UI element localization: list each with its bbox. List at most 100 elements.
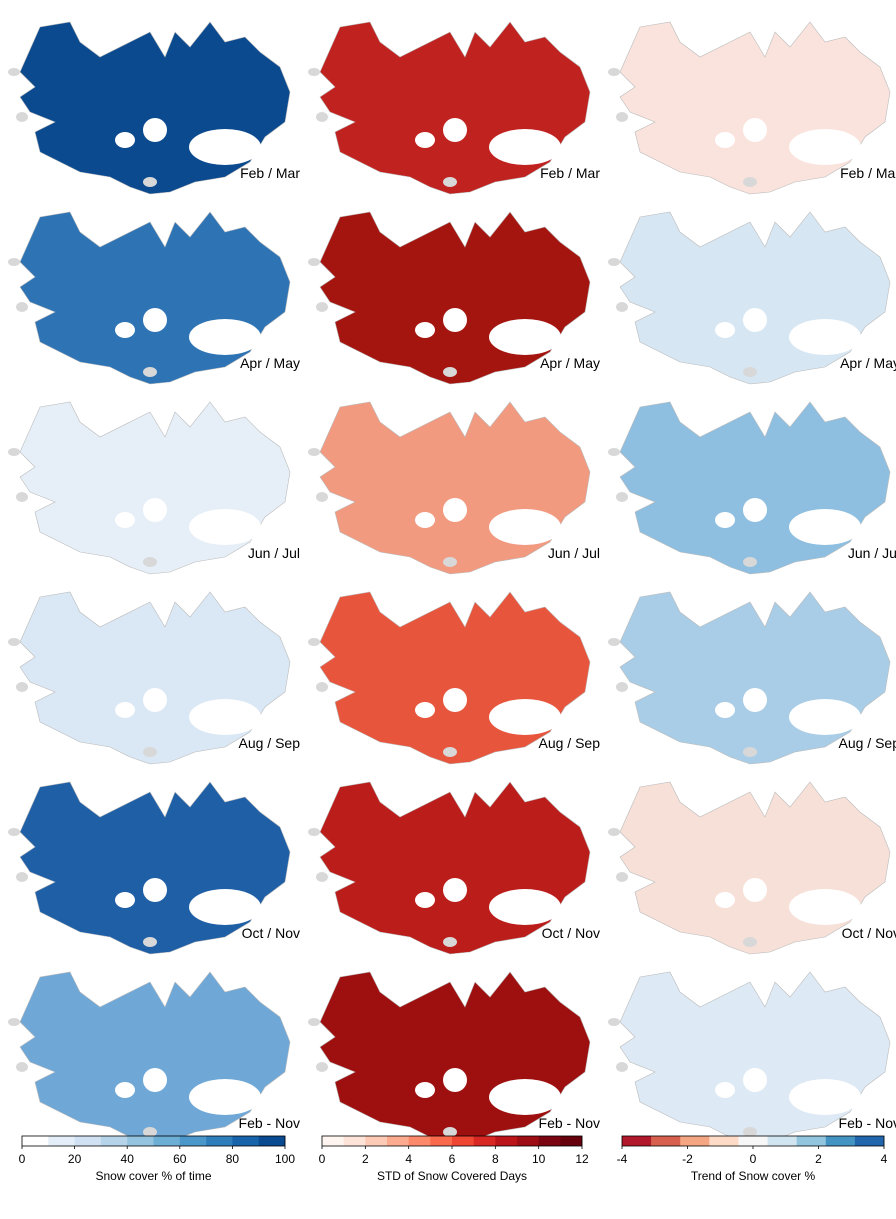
peninsula-tip	[8, 638, 20, 646]
peninsula-tip	[316, 492, 328, 502]
colorbar-segment	[259, 1136, 286, 1146]
peninsula-tip	[608, 1018, 620, 1026]
glacier	[743, 1068, 767, 1092]
glacier	[189, 319, 261, 355]
glacier	[743, 498, 767, 522]
panel-label: Aug / Sep	[839, 735, 896, 751]
map-panel: Apr / May	[308, 212, 600, 384]
glacier	[443, 878, 467, 902]
peninsula-tip	[8, 828, 20, 836]
colorbar-segment	[365, 1136, 387, 1146]
peninsula-tip	[308, 448, 320, 456]
tick-label: 60	[173, 1152, 187, 1166]
colorbar-segment	[409, 1136, 431, 1146]
panel-label: Aug / Sep	[539, 735, 601, 751]
glacier	[743, 1127, 757, 1137]
tick-label: 0	[750, 1152, 757, 1166]
tick-label: 12	[575, 1152, 589, 1166]
peninsula-tip	[316, 682, 328, 692]
map-panel: Oct / Nov	[608, 782, 896, 954]
glacier	[789, 1079, 861, 1115]
map-panel: Feb / Mar	[8, 22, 300, 194]
colorbar-segment	[738, 1136, 767, 1146]
glacier	[115, 512, 135, 528]
glacier	[743, 177, 757, 187]
panel-label: Aug / Sep	[239, 735, 301, 751]
peninsula-tip	[608, 828, 620, 836]
panel-label: Feb - Nov	[239, 1115, 300, 1131]
glacier	[743, 118, 767, 142]
map-panel: Oct / Nov	[308, 782, 600, 954]
colorbar-segment	[154, 1136, 181, 1146]
peninsula-tip	[616, 1062, 628, 1072]
colorbar-segment	[322, 1136, 344, 1146]
tick-label: 2	[815, 1152, 822, 1166]
peninsula-tip	[16, 1062, 28, 1072]
peninsula-tip	[608, 258, 620, 266]
panel-label: Apr / May	[240, 355, 300, 371]
colorbar-segment	[452, 1136, 474, 1146]
peninsula-tip	[308, 638, 320, 646]
glacier	[489, 509, 561, 545]
colorbar-label: Snow cover % of time	[95, 1169, 211, 1183]
map-panel: Apr / May	[608, 212, 896, 384]
map-panel: Feb - Nov	[608, 972, 896, 1144]
panel-label: Feb / Mar	[840, 165, 896, 181]
panel-label: Jun / Jul	[548, 545, 600, 561]
glacier	[789, 319, 861, 355]
colorbar-segment	[48, 1136, 75, 1146]
panel-label: Jun / Jul	[248, 545, 300, 561]
panel-label: Feb - Nov	[539, 1115, 600, 1131]
glacier	[189, 889, 261, 925]
peninsula-tip	[16, 682, 28, 692]
colorbar-segment	[430, 1136, 452, 1146]
peninsula-tip	[616, 112, 628, 122]
colorbar-segment	[768, 1136, 797, 1146]
map-panel: Aug / Sep	[8, 592, 300, 764]
tick-label: 100	[275, 1152, 295, 1166]
glacier	[743, 367, 757, 377]
peninsula-tip	[316, 1062, 328, 1072]
panel-label: Oct / Nov	[542, 925, 600, 941]
glacier	[443, 937, 457, 947]
peninsula-tip	[616, 872, 628, 882]
glacier	[743, 937, 757, 947]
glacier	[189, 699, 261, 735]
panel-label: Oct / Nov	[242, 925, 300, 941]
colorbar-segment	[539, 1136, 561, 1146]
colorbar-segment	[680, 1136, 709, 1146]
map-panel: Aug / Sep	[308, 592, 600, 764]
glacier	[415, 702, 435, 718]
glacier	[743, 688, 767, 712]
peninsula-tip	[608, 638, 620, 646]
panel-label: Apr / May	[540, 355, 600, 371]
glacier	[143, 747, 157, 757]
glacier	[143, 557, 157, 567]
map-panel: Jun / Jul	[8, 402, 300, 574]
glacier	[743, 878, 767, 902]
colorbar-segment	[75, 1136, 102, 1146]
panel-label: Oct / Nov	[842, 925, 896, 941]
glacier	[189, 1079, 261, 1115]
glacier	[715, 892, 735, 908]
glacier	[715, 1082, 735, 1098]
glacier	[789, 129, 861, 165]
panel-label: Apr / May	[840, 355, 896, 371]
colorbar-segment	[495, 1136, 517, 1146]
glacier	[789, 889, 861, 925]
glacier	[143, 118, 167, 142]
glacier	[415, 1082, 435, 1098]
colorbar-segment	[797, 1136, 826, 1146]
tick-label: 0	[19, 1152, 26, 1166]
colorbar-segment	[855, 1136, 884, 1146]
panel-label: Feb / Mar	[240, 165, 300, 181]
colorbar-segment	[622, 1136, 651, 1146]
peninsula-tip	[616, 302, 628, 312]
map-panel: Apr / May	[8, 212, 300, 384]
tick-label: 2	[362, 1152, 369, 1166]
glacier	[715, 512, 735, 528]
glacier	[143, 1068, 167, 1092]
tick-label: 8	[492, 1152, 499, 1166]
glacier	[443, 177, 457, 187]
colorbar-segment	[709, 1136, 738, 1146]
